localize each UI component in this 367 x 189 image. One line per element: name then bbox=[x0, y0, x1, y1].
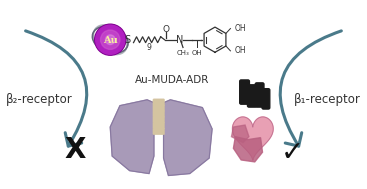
FancyBboxPatch shape bbox=[255, 83, 264, 107]
FancyBboxPatch shape bbox=[153, 128, 164, 135]
Polygon shape bbox=[164, 100, 212, 175]
Text: $\mathbf{X}$: $\mathbf{X}$ bbox=[64, 136, 87, 164]
Circle shape bbox=[101, 30, 120, 49]
Text: ✓: ✓ bbox=[281, 139, 304, 167]
Polygon shape bbox=[232, 117, 273, 160]
Circle shape bbox=[105, 35, 115, 45]
Text: OH: OH bbox=[191, 50, 202, 56]
Text: CH₃: CH₃ bbox=[177, 50, 189, 56]
FancyBboxPatch shape bbox=[240, 80, 250, 104]
FancyArrowPatch shape bbox=[280, 31, 341, 146]
Text: OH: OH bbox=[234, 46, 246, 55]
FancyBboxPatch shape bbox=[247, 85, 256, 107]
FancyArrowPatch shape bbox=[26, 31, 87, 146]
Text: β₁-receptor: β₁-receptor bbox=[294, 93, 361, 106]
FancyBboxPatch shape bbox=[153, 105, 164, 112]
FancyBboxPatch shape bbox=[153, 116, 164, 123]
FancyBboxPatch shape bbox=[262, 89, 270, 109]
Polygon shape bbox=[110, 100, 154, 174]
Circle shape bbox=[96, 25, 125, 54]
Text: N: N bbox=[177, 35, 184, 45]
Polygon shape bbox=[233, 137, 262, 162]
Text: O: O bbox=[163, 25, 170, 33]
Text: β₂-receptor: β₂-receptor bbox=[6, 93, 73, 106]
Text: 9: 9 bbox=[146, 43, 152, 52]
Circle shape bbox=[95, 24, 126, 55]
FancyBboxPatch shape bbox=[153, 99, 164, 106]
Text: OH: OH bbox=[234, 24, 246, 33]
Text: S: S bbox=[125, 35, 131, 45]
FancyBboxPatch shape bbox=[153, 122, 164, 129]
Text: Au-MUDA-ADR: Au-MUDA-ADR bbox=[135, 75, 210, 85]
Polygon shape bbox=[232, 125, 249, 143]
Text: Au: Au bbox=[103, 36, 117, 45]
FancyBboxPatch shape bbox=[153, 111, 164, 117]
